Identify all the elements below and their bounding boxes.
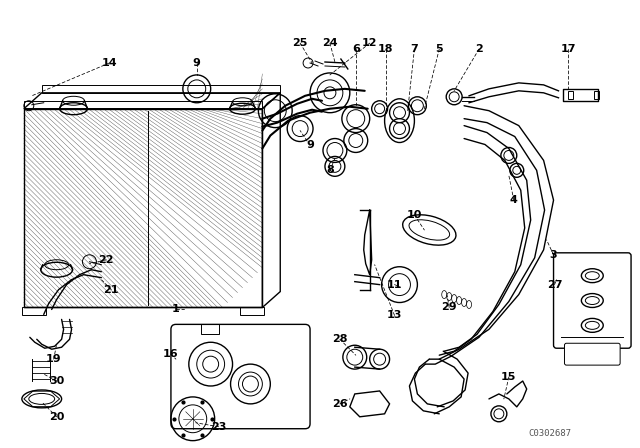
Text: 20: 20 [49,412,65,422]
Text: 17: 17 [561,44,576,54]
Text: C0302687: C0302687 [529,429,572,438]
Bar [24,101,262,109]
Text: 13: 13 [387,310,402,320]
Text: 10: 10 [407,210,422,220]
Text: 8: 8 [326,165,334,175]
Text: 1: 1 [172,305,180,314]
Bar [42,85,280,93]
Text: 18: 18 [378,44,394,54]
Text: 15: 15 [501,372,516,382]
Bar [22,307,45,315]
Text: 7: 7 [410,44,419,54]
Bar [595,91,599,99]
Text: 27: 27 [547,280,563,289]
Text: 21: 21 [104,284,119,295]
Text: 2: 2 [475,44,483,54]
Text: 24: 24 [322,38,338,48]
Text: 22: 22 [99,255,114,265]
Bar [241,307,264,315]
Text: 9: 9 [193,58,201,68]
Text: 9: 9 [306,141,314,151]
Bar [563,89,598,101]
Text: 23: 23 [211,422,227,432]
Text: 28: 28 [332,334,348,344]
Text: 26: 26 [332,399,348,409]
Bar [568,91,573,99]
FancyBboxPatch shape [564,343,620,365]
Text: 12: 12 [362,38,378,48]
Text: 6: 6 [352,44,360,54]
Text: 25: 25 [292,38,308,48]
Text: 29: 29 [442,302,457,312]
FancyBboxPatch shape [554,253,631,348]
Text: 4: 4 [510,195,518,205]
Text: 11: 11 [387,280,403,289]
Text: 14: 14 [102,58,117,68]
Text: 30: 30 [49,376,64,386]
Bar [201,324,219,334]
FancyBboxPatch shape [171,324,310,429]
Text: 16: 16 [163,349,179,359]
Text: 19: 19 [46,354,61,364]
Text: 5: 5 [435,44,443,54]
Bar [24,109,262,307]
Text: 3: 3 [550,250,557,260]
